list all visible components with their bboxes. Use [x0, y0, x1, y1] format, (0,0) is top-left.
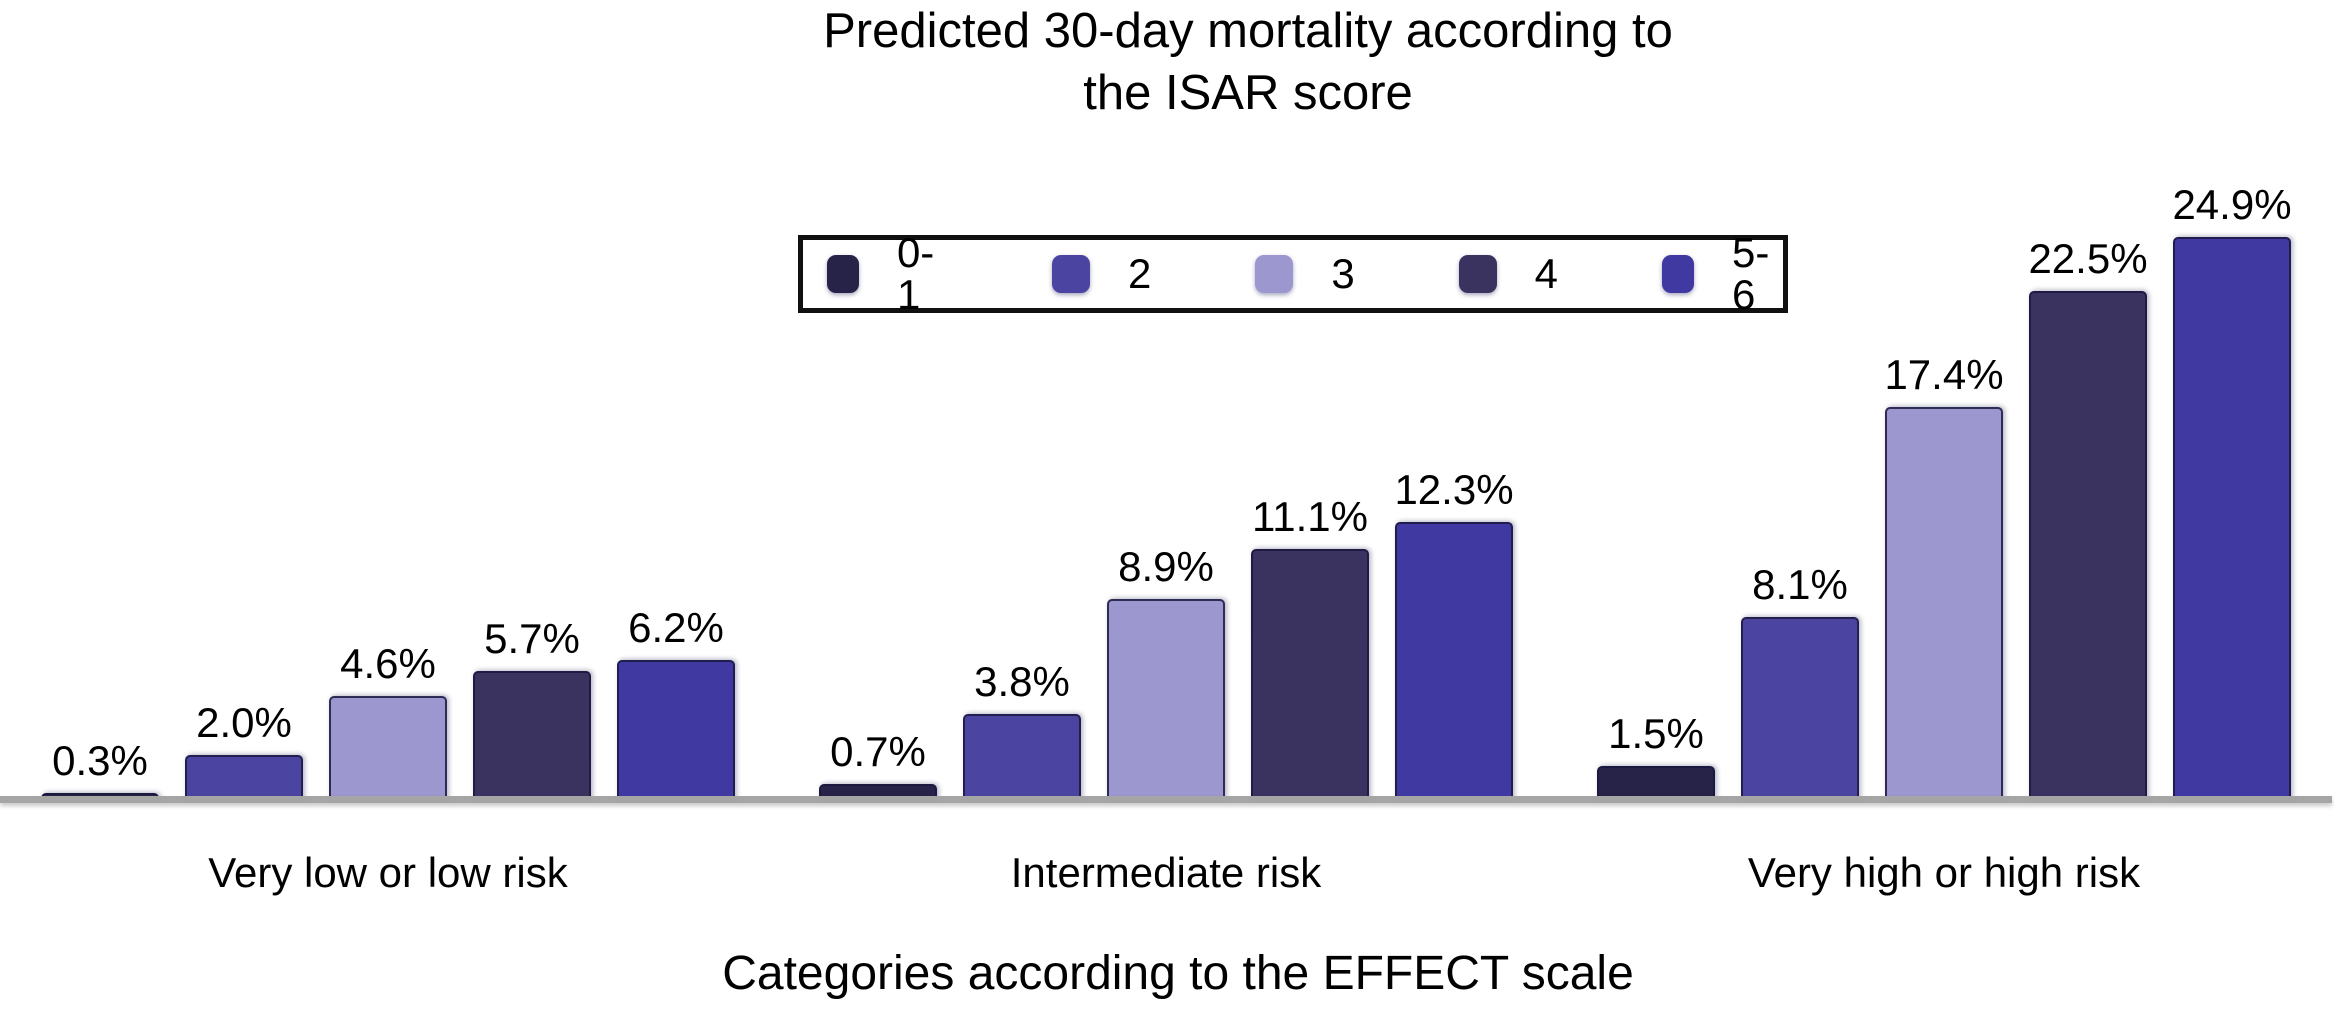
legend-entry: 2 [1051, 250, 1152, 297]
legend-entry: 0-1 [827, 232, 948, 316]
bar-value-label: 2.0% [196, 699, 292, 746]
bar-value-label: 8.9% [1118, 543, 1214, 590]
legend-label: 5-6 [1731, 229, 1770, 318]
bar [185, 755, 303, 800]
chart-title: Predicted 30-day mortality according to … [823, 4, 1673, 120]
bar-value-label: 3.8% [974, 658, 1070, 705]
category-axis: Very low or low risk Intermediate risk Ver… [41, 848, 2291, 898]
bar [473, 671, 591, 800]
bar-cell: 1.5% [1597, 710, 1715, 800]
bar-cell: 11.1% [1251, 493, 1369, 800]
legend-entry: 4 [1458, 250, 1559, 297]
bar [1885, 407, 2003, 800]
bar-value-label: 0.3% [52, 737, 148, 784]
bar-value-label: 17.4% [1884, 351, 2004, 398]
bar-cell: 12.3% [1394, 466, 1514, 800]
legend-label: 4 [1534, 250, 1559, 297]
legend-swatch-icon [1255, 255, 1294, 293]
bar-cell: 6.2% [617, 604, 735, 800]
bar-value-label: 6.2% [628, 604, 724, 651]
bar-cell: 5.7% [473, 615, 591, 800]
category-label: Very low or low risk [208, 849, 568, 896]
legend-label: 0-1 [896, 229, 935, 318]
x-axis-title: Categories according to the EFFECT scale [722, 947, 1634, 1000]
bar-cell: 4.6% [329, 640, 447, 800]
bar-cell: 17.4% [1884, 351, 2004, 800]
bar [1395, 522, 1513, 800]
legend-entry: 3 [1255, 250, 1355, 297]
legend-swatch-icon [827, 255, 859, 293]
bar [1741, 617, 1859, 800]
bar-value-label: 5.7% [484, 615, 580, 662]
bar [1597, 766, 1715, 800]
legend-label: 2 [1127, 250, 1152, 297]
legend-swatch-icon [1051, 255, 1090, 293]
bar-value-label: 22.5% [2028, 235, 2148, 282]
bar [1251, 549, 1369, 800]
bar-group: 1.5% 8.1% 17.4% 22.5% 24.9% [1597, 181, 2292, 800]
x-axis-line [0, 796, 2332, 803]
bar-value-label: 0.7% [830, 728, 926, 775]
bar-cell: 3.8% [963, 658, 1081, 800]
bar-value-label: 11.1% [1252, 493, 1368, 540]
category-label: Intermediate risk [1010, 849, 1322, 896]
bar-value-label: 4.6% [340, 640, 436, 687]
bar-cell: 2.0% [185, 699, 303, 800]
bar [963, 714, 1081, 800]
bar-value-label: 1.5% [1608, 710, 1704, 757]
bar-group: 0.3% 2.0% 4.6% 5.7% 6.2% [41, 604, 735, 800]
bar-value-label: 8.1% [1752, 561, 1848, 608]
bar-cell: 22.5% [2028, 235, 2148, 800]
plot-area: 0.3% 2.0% 4.6% 5.7% 6.2% 0.7% 3.8% 8.9% 11.1% 12.… [41, 170, 2292, 800]
category-label: Very high or high risk [1747, 849, 2141, 896]
legend-label: 3 [1331, 250, 1355, 297]
legend-swatch-icon [1662, 255, 1694, 293]
bar-cell: 8.9% [1107, 543, 1225, 800]
legend-entry: 5-6 [1662, 232, 1783, 316]
bar-cell: 0.3% [41, 737, 159, 800]
bar [329, 696, 447, 800]
bar-value-label: 24.9% [2172, 181, 2292, 228]
bar [617, 660, 735, 800]
legend: 0-1 2 3 4 5-6 [798, 232, 1788, 316]
bar-cell: 24.9% [2172, 181, 2292, 800]
bar-cell: 0.7% [819, 728, 937, 800]
bar [1107, 599, 1225, 800]
legend-swatch-icon [1458, 255, 1497, 293]
bar [2029, 291, 2147, 800]
bar-value-label: 12.3% [1394, 466, 1514, 513]
bar [2173, 237, 2291, 800]
bar-group: 0.7% 3.8% 8.9% 11.1% 12.3% [819, 466, 1514, 800]
bar-cell: 8.1% [1741, 561, 1859, 800]
